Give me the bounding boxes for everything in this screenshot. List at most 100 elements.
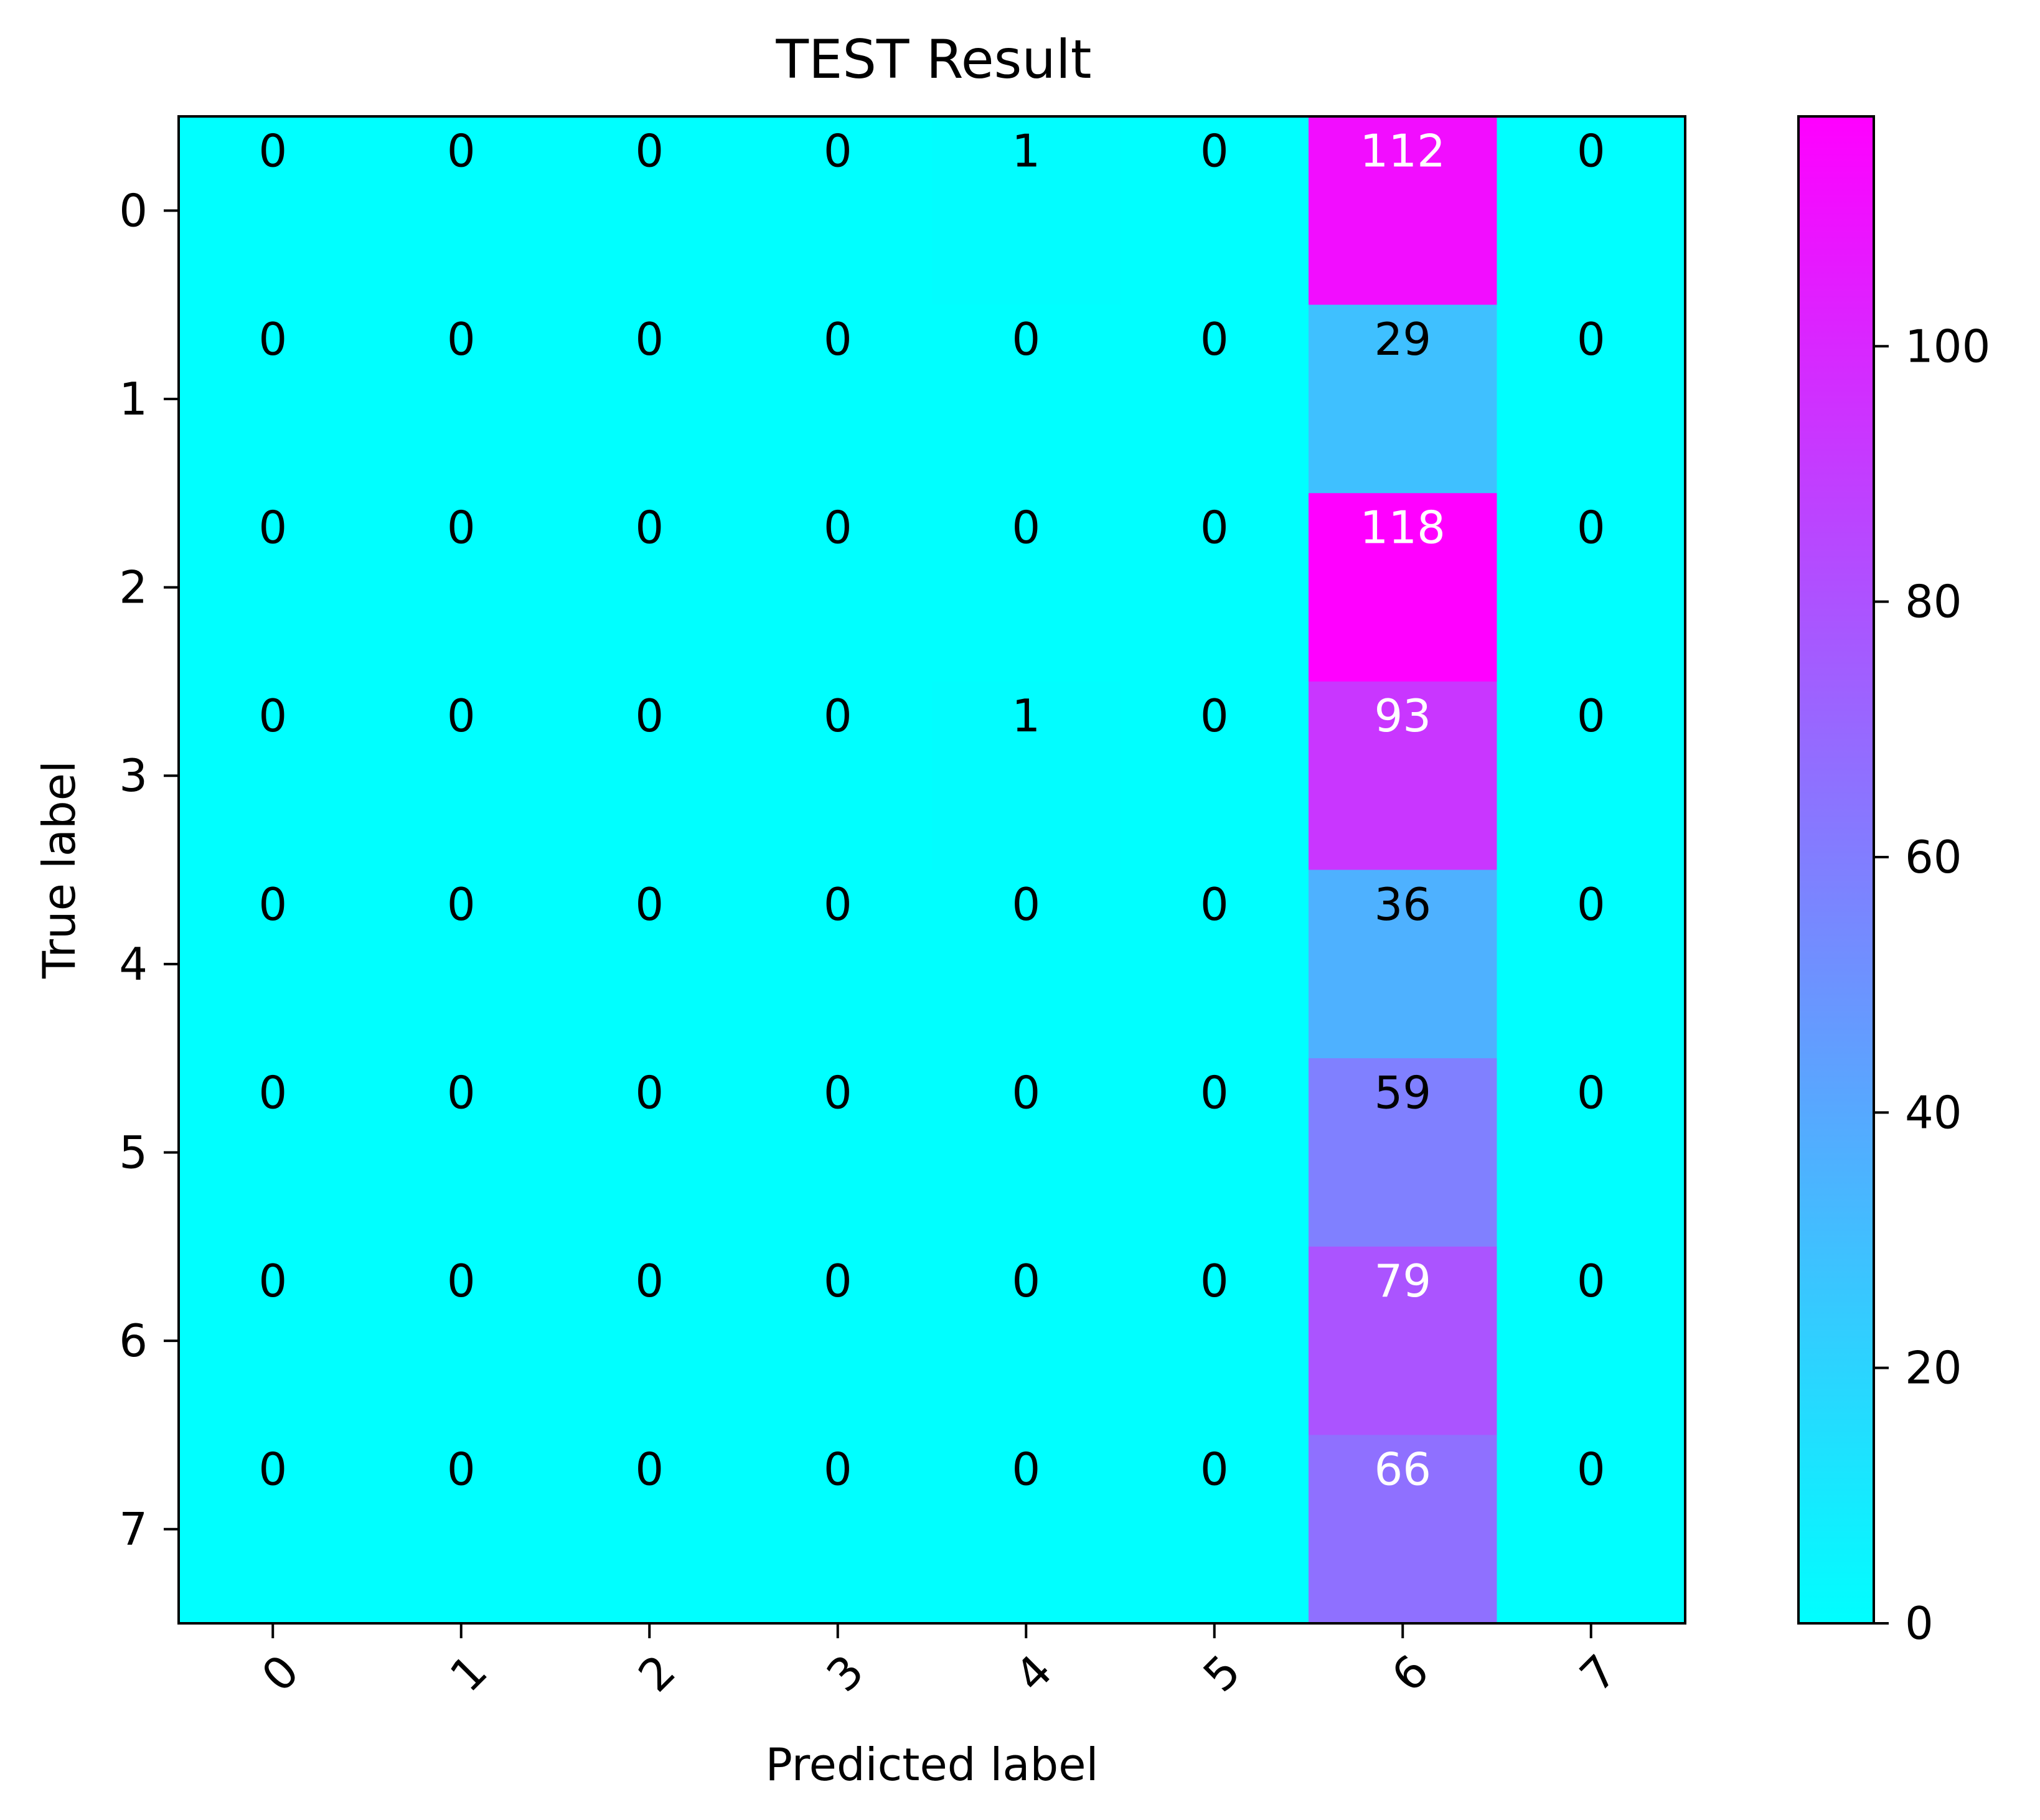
heatmap-cell-r2-c2 [555,493,745,682]
cell-value-r7-c0: 0 [258,1443,287,1496]
heatmap-cell-r2-c7 [1497,493,1686,682]
heatmap-cell-r3-c2 [555,681,745,871]
cell-value-r4-c5: 0 [1200,878,1229,931]
y-tick-label-3: 3 [119,749,148,802]
y-axis-label: True label [33,761,85,979]
chart-title: TEST Result [775,29,1091,91]
heatmap-cell-r2-c4 [932,493,1121,682]
heatmap-cell-r3-c0 [179,681,368,871]
y-tick-label-6: 6 [119,1315,148,1367]
x-tick-label-6: 6 [1381,1644,1439,1702]
cell-value-r5-c6: 59 [1374,1066,1431,1119]
cell-value-r6-c6: 79 [1374,1255,1431,1307]
cell-value-r5-c3: 0 [824,1066,852,1119]
heatmap-cell-r0-c2 [555,116,745,306]
x-tick-label-0: 0 [251,1644,309,1702]
y-tick-label-1: 1 [119,373,148,425]
heatmap-cell-r7-c0 [179,1435,368,1624]
x-tick-label-1: 1 [440,1644,497,1702]
heatmap-cell-r7-c7 [1497,1435,1686,1624]
y-tick-label-2: 2 [119,561,148,614]
colorbar-tick-label-4: 80 [1905,576,1962,628]
cell-value-r1-c2: 0 [635,313,664,365]
heatmap-cell-r4-c1 [367,870,556,1059]
heatmap-cell-r1-c2 [555,304,745,494]
cell-value-r7-c2: 0 [635,1443,664,1496]
heatmap-cell-r4-c5 [1120,870,1309,1059]
cell-value-r5-c5: 0 [1200,1066,1229,1119]
heatmap-cell-r5-c1 [367,1058,556,1247]
cell-value-r2-c4: 0 [1012,502,1040,554]
cell-value-r1-c1: 0 [447,313,476,365]
heatmap-cell-r0-c5 [1120,116,1309,306]
cell-value-r6-c2: 0 [635,1255,664,1307]
x-tick-label-2: 2 [628,1644,685,1702]
heatmap-cell-r0-c3 [743,116,933,306]
y-tick-label-4: 4 [119,938,148,990]
heatmap-cell-r4-c4 [932,870,1121,1059]
heatmap-cell-r1-c6 [1309,304,1498,494]
cell-value-r6-c7: 0 [1577,1255,1605,1307]
heatmap-cell-r1-c7 [1497,304,1686,494]
cell-value-r2-c1: 0 [447,502,476,554]
cell-value-r3-c2: 0 [635,690,664,742]
cell-value-r6-c3: 0 [824,1255,852,1307]
colorbar-ticks: 0 20 40 60 80 100 [1874,320,1990,1649]
heatmap-cell-r4-c0 [179,870,368,1059]
heatmap-cell-r3-c7 [1497,681,1686,871]
heatmap-cell-r5-c6 [1309,1058,1498,1247]
heatmap-cell-r1-c0 [179,304,368,494]
heatmap-cell-r3-c3 [743,681,933,871]
colorbar-tick-label-3: 60 [1905,831,1962,883]
heatmap-cell-r5-c4 [932,1058,1121,1247]
heatmap-cell-values: 0 0 0 0 1 0 112 0 0 0 0 0 0 0 29 0 0 0 0 0 0 0 118 0 0 0 0 0 1 0 93 0 0 0… [258,124,1605,1495]
heatmap-cell-r0-c6 [1309,116,1498,306]
heatmap-cells [179,116,1686,1624]
y-tick-label-5: 5 [119,1126,148,1178]
cell-value-r1-c3: 0 [824,313,852,365]
cell-value-r0-c0: 0 [258,124,287,177]
cell-value-r3-c0: 0 [258,690,287,742]
cell-value-r0-c7: 0 [1577,124,1605,177]
heatmap-cell-r6-c7 [1497,1246,1686,1435]
cell-value-r6-c4: 0 [1012,1255,1040,1307]
y-axis-ticks: 0 1 2 3 4 5 6 7 [119,184,179,1555]
heatmap-cell-r6-c0 [179,1246,368,1435]
heatmap-cell-r7-c2 [555,1435,745,1624]
colorbar-tick-label-5: 100 [1905,320,1990,372]
colorbar [1798,116,1874,1623]
plot-frame [177,115,1686,1625]
cell-value-r4-c0: 0 [258,878,287,931]
cell-value-r7-c7: 0 [1577,1443,1605,1496]
heatmap-cell-r3-c4 [932,681,1121,871]
heatmap-cell-r6-c3 [743,1246,933,1435]
cell-value-r5-c4: 0 [1012,1066,1040,1119]
cell-value-r0-c1: 0 [447,124,476,177]
cell-value-r3-c5: 0 [1200,690,1229,742]
cell-value-r7-c6: 66 [1374,1443,1431,1496]
heatmap-cell-r5-c3 [743,1058,933,1247]
cell-value-r3-c6: 93 [1374,690,1431,742]
cell-value-r5-c1: 0 [447,1066,476,1119]
heatmap-cell-r0-c0 [179,116,368,306]
heatmap-cell-r6-c4 [932,1246,1121,1435]
heatmap-cell-r5-c7 [1497,1058,1686,1247]
cell-value-r1-c0: 0 [258,313,287,365]
cell-value-r4-c2: 0 [635,878,664,931]
cell-value-r0-c6: 112 [1360,124,1445,177]
heatmap-cell-r3-c6 [1309,681,1498,871]
heatmap-cell-r2-c6 [1309,493,1498,682]
heatmap-cell-r6-c1 [367,1246,556,1435]
heatmap-cell-r2-c1 [367,493,556,682]
cell-value-r6-c0: 0 [258,1255,287,1307]
heatmap-cell-r0-c4 [932,116,1121,306]
cell-value-r7-c4: 0 [1012,1443,1040,1496]
heatmap-cell-r7-c3 [743,1435,933,1624]
x-tick-label-7: 7 [1570,1644,1627,1702]
heatmap-cell-r0-c7 [1497,116,1686,306]
heatmap-cell-r7-c6 [1309,1435,1498,1624]
x-tick-label-4: 4 [1005,1644,1062,1702]
colorbar-tick-label-1: 20 [1905,1342,1962,1394]
